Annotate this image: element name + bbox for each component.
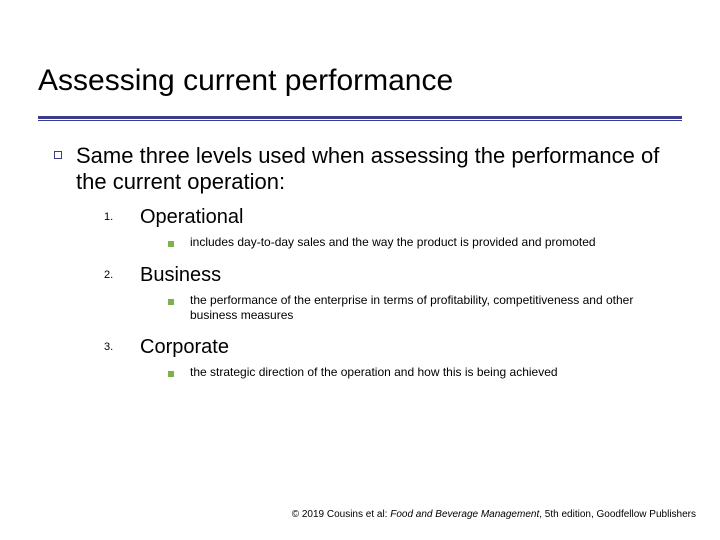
slide-title: Assessing current performance xyxy=(38,64,682,98)
footer-suffix: , 5th edition, Goodfellow Publishers xyxy=(539,509,696,520)
title-block: Assessing current performance xyxy=(0,0,720,106)
list-subitem: the strategic direction of the operation… xyxy=(168,365,672,381)
footer-prefix: © 2019 Cousins et al: xyxy=(292,509,391,520)
item-heading: Business xyxy=(140,263,221,287)
list-item: 1. Operational xyxy=(102,205,672,229)
slide: Assessing current performance Same three… xyxy=(0,0,720,540)
copyright-footer: © 2019 Cousins et al: Food and Beverage … xyxy=(292,509,696,520)
item-number: 3. xyxy=(102,335,140,359)
intro-row: Same three levels used when assessing th… xyxy=(48,143,672,195)
square-bullet-icon xyxy=(168,365,190,381)
intro-text: Same three levels used when assessing th… xyxy=(76,143,672,195)
item-heading: Operational xyxy=(140,205,243,229)
item-detail: the strategic direction of the operation… xyxy=(190,365,558,380)
footer-book-title: Food and Beverage Management xyxy=(390,509,539,520)
item-number: 1. xyxy=(102,205,140,229)
list-item: 3. Corporate xyxy=(102,335,672,359)
list-subitem: the performance of the enterprise in ter… xyxy=(168,293,672,323)
square-bullet-icon xyxy=(168,293,190,309)
item-detail: the performance of the enterprise in ter… xyxy=(190,293,670,323)
list-subitem: includes day-to-day sales and the way th… xyxy=(168,235,672,251)
item-detail: includes day-to-day sales and the way th… xyxy=(190,235,596,250)
rule-thick xyxy=(38,116,682,119)
hollow-square-bullet-icon xyxy=(48,143,76,171)
item-heading: Corporate xyxy=(140,335,229,359)
list-item: 2. Business xyxy=(102,263,672,287)
body: Same three levels used when assessing th… xyxy=(0,121,720,381)
item-number: 2. xyxy=(102,263,140,287)
square-bullet-icon xyxy=(168,235,190,251)
